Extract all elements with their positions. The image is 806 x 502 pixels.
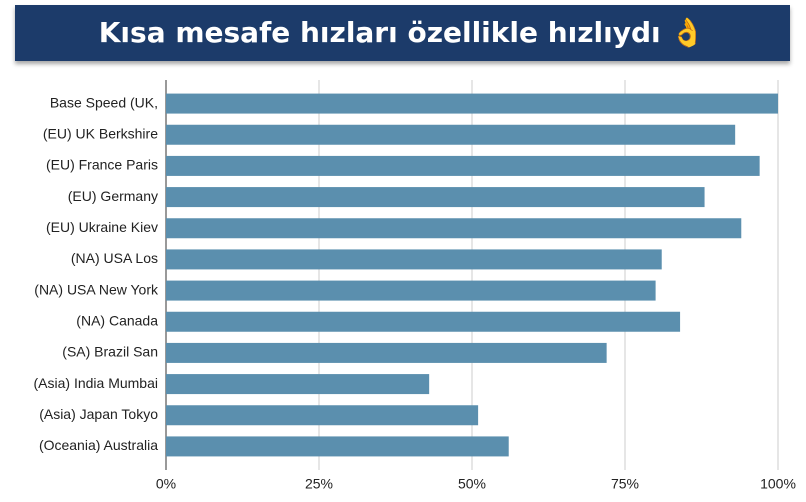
bar <box>166 280 656 301</box>
y-tick-label: (Asia) India Mumbai <box>34 375 159 391</box>
chart-title: Kısa mesafe hızları özellikle hızlıydı 👌 <box>99 16 706 49</box>
y-tick-label: (Oceania) Australia <box>39 437 158 453</box>
y-tick-label: (NA) USA Los <box>71 250 158 266</box>
x-tick-label: 0% <box>156 476 176 492</box>
x-tick-label: 25% <box>305 476 333 492</box>
y-tick-label: (EU) Germany <box>68 188 158 204</box>
bar <box>166 93 778 114</box>
bar <box>166 436 509 457</box>
y-tick-label: (Asia) Japan Tokyo <box>39 406 158 422</box>
bar <box>166 187 705 208</box>
y-tick-label: (EU) France Paris <box>46 157 158 173</box>
x-tick-label: 50% <box>458 476 486 492</box>
y-tick-label: (EU) UK Berkshire <box>43 125 158 141</box>
title-banner <box>15 5 790 61</box>
y-tick-label: (SA) Brazil San <box>62 344 158 360</box>
bar <box>166 311 681 332</box>
y-tick-label: (NA) Canada <box>76 312 158 328</box>
bar <box>166 155 760 176</box>
y-tick-label: (NA) USA New York <box>34 281 159 297</box>
y-tick-label: (EU) Ukraine Kiev <box>46 219 158 235</box>
bar <box>166 249 662 270</box>
bar <box>166 405 479 426</box>
y-tick-label: Base Speed (UK, <box>50 94 158 110</box>
bar <box>166 374 430 395</box>
bar <box>166 124 736 145</box>
x-tick-label: 75% <box>611 476 639 492</box>
bar <box>166 218 742 239</box>
x-tick-label: 100% <box>760 476 796 492</box>
bar <box>166 342 607 363</box>
